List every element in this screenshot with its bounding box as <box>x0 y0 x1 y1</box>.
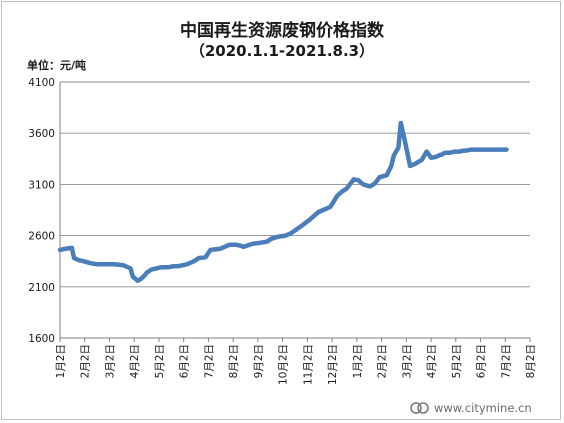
series-lines <box>57 120 509 283</box>
x-tick-label: 2月2日 <box>80 344 92 378</box>
x-tick-label: 4月2日 <box>129 344 141 378</box>
y-tick-label: 4100 <box>28 77 55 89</box>
x-tick-label: 12月2日 <box>327 344 339 385</box>
x-tick-label: 1月2日 <box>55 344 67 378</box>
y-tick-label: 3600 <box>28 128 55 140</box>
x-tick-label: 3月2日 <box>104 344 116 378</box>
watermark-url: www.citymine.cn <box>434 401 532 415</box>
y-tick-labels: 1600 2100 2600 3100 3600 4100 <box>28 77 55 345</box>
y-tick-label: 2100 <box>28 282 55 294</box>
x-tick-label: 2月2日 <box>377 344 389 378</box>
y-axis-unit-label: 单位：元/吨 <box>27 58 86 72</box>
x-tick-label: 7月2日 <box>203 344 215 378</box>
x-tick-label: 8月2日 <box>228 344 240 378</box>
x-tick-label: 1月2日 <box>352 344 364 378</box>
chart-subtitle: （2020.1.1-2021.8.3） <box>190 42 374 60</box>
x-tick-label: 8月2日 <box>525 344 537 378</box>
x-tick-labels: 1月2日 2月2日 3月2日 4月2日 5月2日 6月2日 7月2日 8月2日 9月2日 10月2… <box>55 344 537 385</box>
chart-title: 中国再生资源废钢价格指数 <box>180 20 385 41</box>
y-tick-label: 3100 <box>28 179 55 191</box>
x-tick-label: 10月2日 <box>278 344 290 385</box>
x-tick-label: 9月2日 <box>253 344 265 378</box>
x-tick-label: 5月2日 <box>451 344 463 378</box>
x-tick-label: 6月2日 <box>476 344 488 378</box>
series-line <box>57 120 509 283</box>
watermark: www.citymine.cn <box>410 401 532 415</box>
y-tick-label: 1600 <box>28 333 55 345</box>
x-tick-label: 11月2日 <box>302 344 314 385</box>
x-tick-label: 4月2日 <box>426 344 438 378</box>
x-tick-label: 5月2日 <box>154 344 166 378</box>
x-tick-label: 3月2日 <box>401 344 413 378</box>
y-tick-label: 2600 <box>28 231 55 243</box>
axes <box>59 82 531 342</box>
citymine-logo-icon <box>410 402 429 414</box>
x-tick-label: 7月2日 <box>500 344 512 378</box>
x-tick-label: 6月2日 <box>179 344 191 378</box>
gridlines <box>60 81 530 339</box>
